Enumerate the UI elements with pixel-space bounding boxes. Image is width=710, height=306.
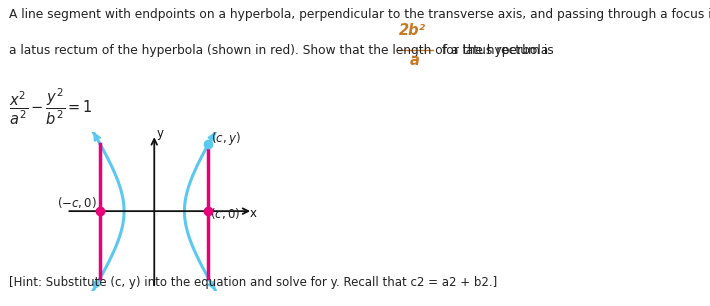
Text: x: x	[249, 207, 256, 220]
Text: a: a	[410, 53, 420, 68]
Text: for the hyperbola: for the hyperbola	[438, 44, 548, 57]
Text: $(c, 0)$: $(c, 0)$	[210, 206, 241, 221]
Text: a latus rectum of the hyperbola (shown in red). Show that the length of a latus : a latus rectum of the hyperbola (shown i…	[9, 44, 557, 57]
Text: $(-c, 0)$: $(-c, 0)$	[57, 195, 97, 210]
Text: [Hint: Substitute (c, y) into the equation and solve for y. Recall that c2 = a2 : [Hint: Substitute (c, y) into the equati…	[9, 276, 497, 289]
Text: $(c, y)$: $(c, y)$	[211, 130, 241, 147]
Text: A line segment with endpoints on a hyperbola, perpendicular to the transverse ax: A line segment with endpoints on a hyper…	[9, 8, 710, 21]
Text: 2b²: 2b²	[399, 23, 426, 38]
Text: y: y	[156, 127, 163, 140]
Text: $\dfrac{x^2}{a^2} - \dfrac{y^2}{b^2} = 1$: $\dfrac{x^2}{a^2} - \dfrac{y^2}{b^2} = 1…	[9, 86, 92, 127]
